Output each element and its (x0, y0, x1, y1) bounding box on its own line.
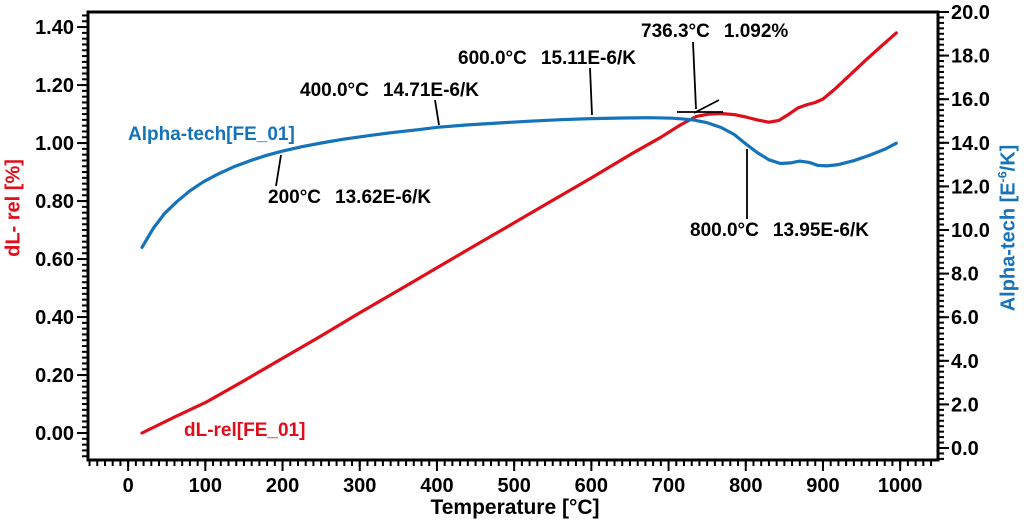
annotation-200c: 200°C 13.62E-6/K (268, 187, 431, 209)
annotation-temp: 736.3°C (641, 21, 710, 42)
tick-label: 600 (575, 475, 608, 497)
tick-label: 700 (652, 475, 685, 497)
tick-label: 0.40 (35, 307, 74, 329)
x-axis-ticks: 0 100 200 300 400 500 600 700 800 900 1000 (88, 460, 933, 497)
annotation-value: 13.95E-6/K (772, 220, 869, 241)
annotation-value: 15.11E-6/K (540, 48, 636, 69)
tick-label: 12.0 (951, 176, 990, 198)
left-axis-ticks: 0.00 0.20 0.40 0.60 0.80 1.00 1.20 1.40 (35, 14, 88, 458)
annotation-temp: 600.0°C (458, 48, 527, 69)
tick-label: 900 (806, 475, 839, 497)
annotation-value: 13.62E-6/K (335, 187, 432, 208)
tick-label: 18.0 (951, 46, 990, 68)
tick-label: 20.0 (951, 2, 990, 24)
right-axis-ticks: 0.0 2.0 4.0 6.0 8.0 10.0 12.0 14.0 16.0 18.0 20.0 (938, 2, 990, 460)
tick-label: 1.00 (35, 133, 74, 155)
tick-label: 4.0 (951, 351, 979, 373)
Alpha-tech[FE_01]-curve (140, 116, 898, 249)
tick-label: 400 (420, 475, 453, 497)
tick-label: 16.0 (951, 89, 990, 111)
tick-label: 6.0 (951, 307, 979, 329)
series-label-alpha-tech: Alpha-tech[FE_01] (128, 124, 295, 145)
annotation-400c: 400.0°C 14.71E-6/K (300, 80, 479, 102)
annotation-600c: 600.0°C 15.11E-6/K (458, 48, 636, 70)
annotation-value: 14.71E-6/K (382, 80, 479, 101)
tick-label: 0.80 (35, 191, 74, 213)
tick-label: 300 (343, 475, 376, 497)
tick-label: 0.0 (951, 438, 979, 460)
tick-label: 1000 (878, 475, 923, 497)
annotation-value: 1.092% (723, 21, 789, 42)
tick-label: 500 (497, 475, 530, 497)
annotation-temp: 400.0°C (300, 80, 369, 101)
annotation-736c: 736.3°C 1.092% (641, 21, 788, 43)
right-axis-title-exponent: -6 (995, 171, 1010, 183)
tick-label: 8.0 (951, 264, 979, 286)
annotation-800c: 800.0°C 13.95E-6/K (690, 220, 869, 242)
left-axis-title: dL- rel [%] (2, 159, 25, 257)
tick-label: 10.0 (951, 220, 990, 242)
annotation-temp: 800.0°C (690, 220, 759, 241)
tick-label: 0 (123, 475, 134, 497)
right-axis-title-prefix: Alpha-tech [E (997, 182, 1020, 312)
annotation-leader-lines (275, 41, 748, 219)
x-axis-title: Temperature [°C] (430, 496, 600, 519)
tick-label: 800 (729, 475, 762, 497)
annotation-temp: 200°C (268, 187, 322, 208)
tick-label: 200 (266, 475, 299, 497)
tick-label: 0.60 (35, 249, 74, 271)
right-axis-title-suffix: /K] (997, 144, 1020, 172)
dL-rel[FE_01]-curve (140, 31, 898, 435)
tick-label: 100 (189, 475, 222, 497)
tick-label: 0.20 (35, 365, 74, 387)
right-axis-title: Alpha-tech [E-6/K] (996, 145, 1021, 312)
tick-label: 14.0 (951, 133, 990, 155)
tick-label: 2.0 (951, 394, 979, 416)
tick-label: 0.00 (35, 423, 74, 445)
series-label-dl-rel: dL-rel[FE_01] (184, 420, 306, 441)
tick-label: 1.20 (35, 75, 74, 97)
tick-label: 1.40 (35, 17, 74, 39)
